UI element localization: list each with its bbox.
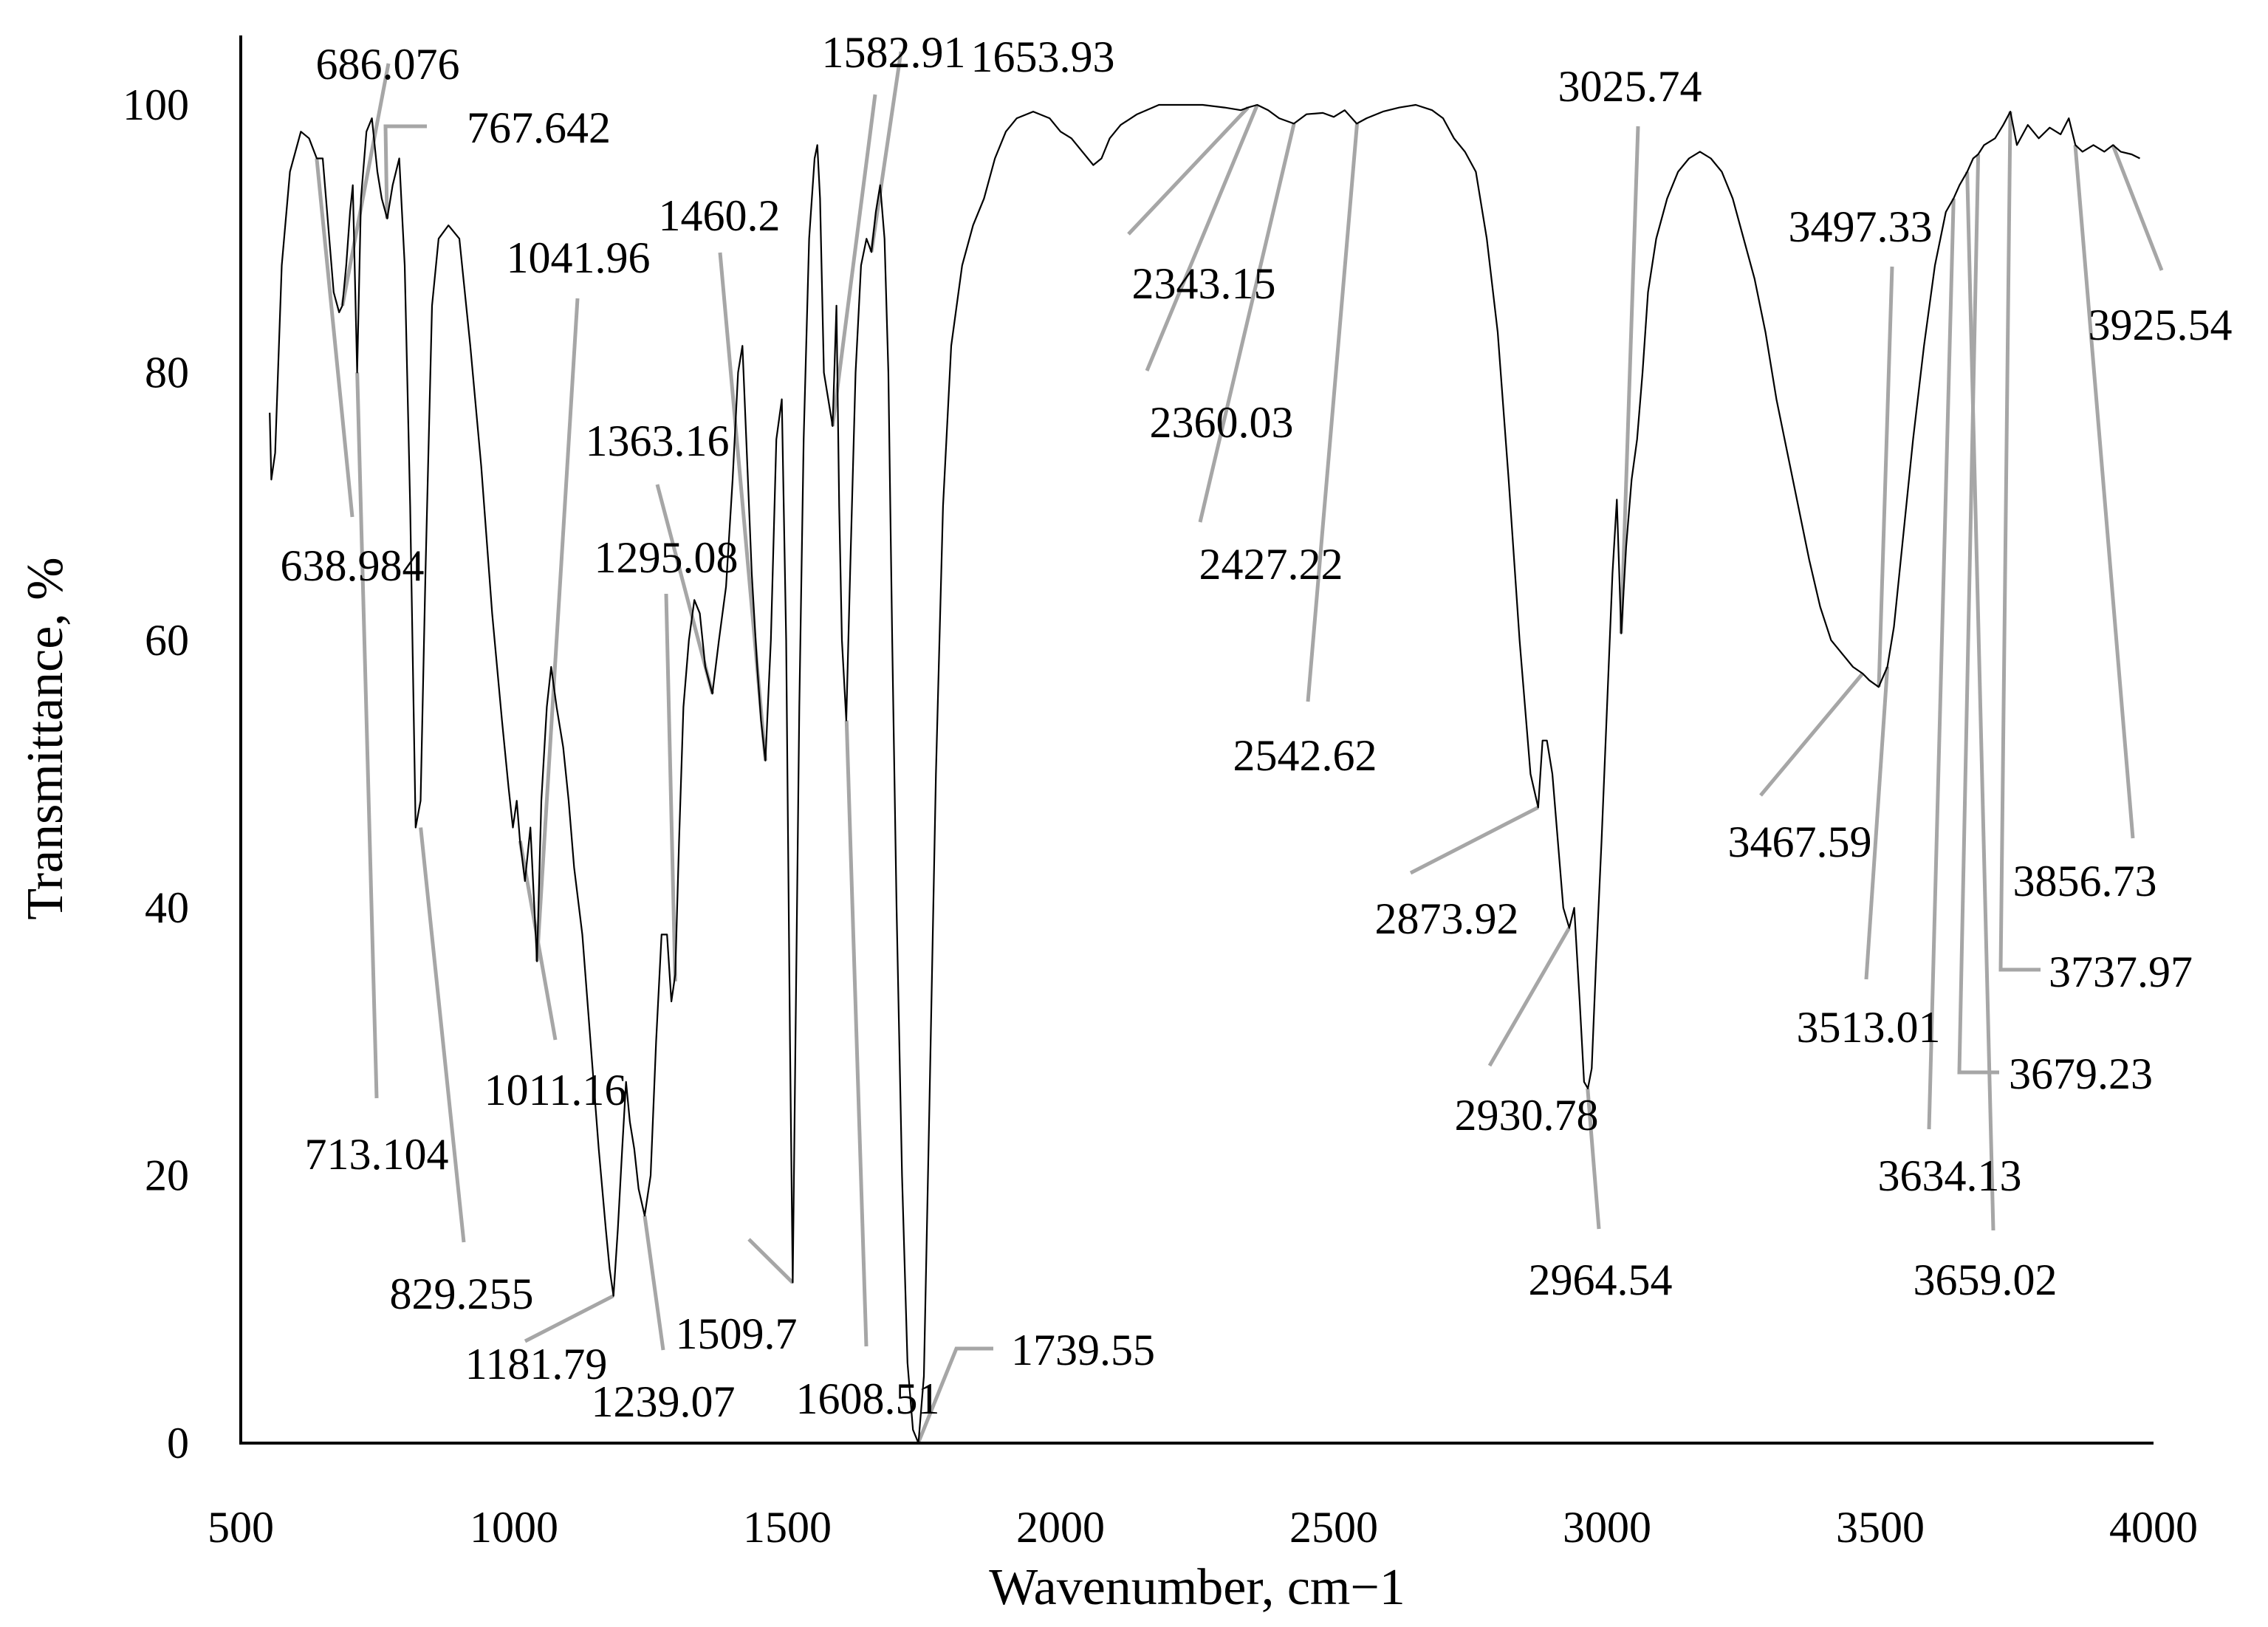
transmittance-series-line	[269, 103, 2140, 1445]
x-axis-title: Wavenumber, cm−1	[989, 1559, 1405, 1616]
peak-label: 1041.96	[507, 233, 651, 282]
peak-leader-line	[1586, 1088, 1601, 1230]
peak-label: 1653.93	[971, 32, 1115, 81]
y-axis-tick-labels: 0 20 40 60 80 100	[123, 81, 189, 1467]
peak-label: 3856.73	[2013, 857, 2157, 905]
y-axis-title: Transmittance, %	[17, 557, 74, 919]
peak-label: 3497.33	[1789, 202, 1933, 251]
x-tick-label: 2500	[1289, 1503, 1378, 1552]
peak-label: 2360.03	[1150, 398, 1294, 447]
peak-leader-line	[1145, 104, 1259, 371]
peak-label: 1295.08	[595, 533, 739, 582]
peak-leader-line	[340, 63, 391, 306]
peak-label: 3925.54	[2089, 301, 2233, 349]
peak-label: 713.104	[305, 1130, 449, 1179]
x-axis-tick-labels: 500 1000 1500 2000 2500 3000 3500 4000	[208, 1503, 2198, 1552]
x-tick-label: 1000	[470, 1503, 558, 1552]
peak-label: 1509.7	[676, 1309, 798, 1358]
peak-leader-line	[535, 298, 580, 962]
peak-leader-line	[1198, 123, 1296, 523]
peak-leader-line	[1487, 927, 1571, 1067]
peak-label: 2964.54	[1529, 1256, 1673, 1304]
x-tick-label: 500	[208, 1503, 274, 1552]
peak-label: 1608.51	[796, 1374, 940, 1423]
peak-leader-line	[1864, 666, 1890, 980]
peak-label: 3659.02	[1914, 1256, 2058, 1304]
peak-leader-line	[830, 94, 877, 427]
peak-label: 3737.97	[2049, 948, 2193, 996]
peak-label: 3679.23	[2009, 1049, 2153, 1098]
x-tick-label: 3500	[1836, 1503, 1925, 1552]
peak-leader-line	[1965, 171, 1995, 1231]
peak-leader-line	[655, 484, 715, 694]
peak-leader-line	[1409, 806, 1539, 875]
peak-label: 3634.13	[1878, 1151, 2022, 1200]
peak-leader-line	[315, 158, 354, 518]
peak-label: 2873.92	[1375, 894, 1519, 943]
peak-leader-line	[1127, 106, 1250, 236]
x-tick-label: 4000	[2109, 1503, 2198, 1552]
x-tick-label: 1500	[743, 1503, 832, 1552]
peak-leader-line	[524, 1294, 614, 1343]
peak-label: 2343.15	[1132, 259, 1276, 308]
peak-leader-line	[747, 1238, 794, 1284]
peak-leader-line	[1759, 672, 1864, 797]
peak-leader-line	[643, 1215, 665, 1351]
peak-label: 1239.07	[592, 1377, 736, 1426]
x-tick-label: 2000	[1016, 1503, 1105, 1552]
peak-leader-line	[1877, 266, 1894, 688]
y-tick-label: 20	[145, 1151, 189, 1200]
peak-leader-line	[844, 720, 869, 1347]
peak-label: 3467.59	[1728, 818, 1872, 866]
peak-leader-line	[664, 593, 677, 982]
y-tick-label: 100	[123, 81, 189, 129]
peak-label: 2542.62	[1233, 731, 1377, 780]
peak-label: 2930.78	[1455, 1091, 1599, 1140]
peak-leader-line	[916, 1346, 993, 1444]
peak-label: 767.642	[467, 103, 611, 152]
peak-leader-line	[2111, 144, 2164, 271]
peak-label: 686.076	[316, 40, 460, 89]
y-tick-label: 60	[145, 616, 189, 665]
peak-label: 3025.74	[1558, 62, 1702, 111]
peak-label: 1739.55	[1011, 1326, 1155, 1374]
peak-leader-line	[383, 124, 427, 219]
peak-label: 638.984	[281, 541, 425, 590]
peak-leader-line	[1927, 198, 1956, 1130]
peak-leader-line	[1998, 112, 2041, 972]
peak-leader-line	[869, 51, 903, 253]
peak-label: 1181.79	[465, 1340, 608, 1388]
peak-label: 829.255	[390, 1270, 534, 1318]
peak-leader-line	[419, 827, 466, 1243]
peak-label: 3513.01	[1797, 1003, 1941, 1052]
peak-label: 1011.16	[484, 1066, 627, 1114]
peak-label: 1363.16	[586, 417, 730, 465]
peak-label: 1582.91	[822, 28, 966, 77]
peak-leader-line	[1619, 126, 1640, 634]
y-tick-label: 40	[145, 883, 189, 932]
peak-leader-line	[1957, 154, 1999, 1075]
peak-label: 1460.2	[659, 191, 781, 240]
peak-label: 2427.22	[1199, 540, 1343, 589]
y-tick-label: 80	[145, 348, 189, 397]
peak-leader-line	[2073, 145, 2135, 839]
peak-leader-line	[355, 372, 379, 1099]
x-tick-label: 3000	[1563, 1503, 1651, 1552]
peak-leader-line	[1306, 123, 1360, 702]
y-tick-label: 0	[167, 1419, 189, 1467]
